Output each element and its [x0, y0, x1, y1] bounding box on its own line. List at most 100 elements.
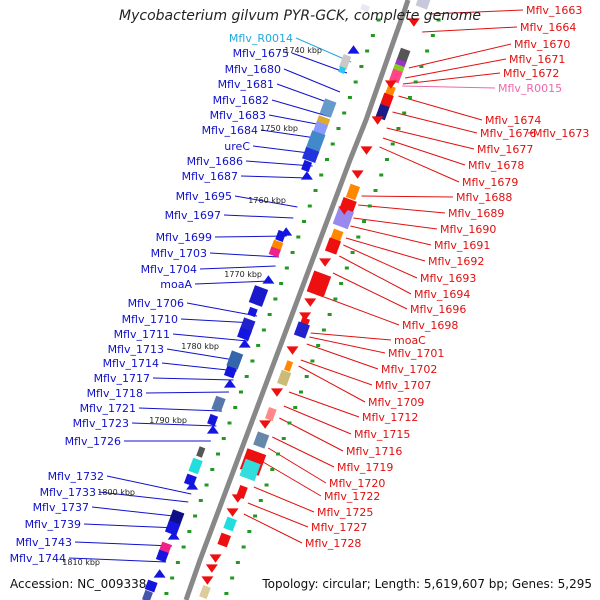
right-gene-label: Mflv_1709	[368, 396, 424, 409]
connector-right	[288, 391, 360, 418]
right-gene-label: Mflv_1716	[346, 445, 402, 458]
left-gene-label: Mflv_1687	[182, 170, 238, 183]
connector-left	[283, 68, 341, 93]
left-gene-label: Mflv_1704	[141, 263, 197, 276]
connector-right	[428, 9, 524, 15]
left-gene-label: Mflv_1699	[156, 231, 212, 244]
kbp-tick-label: 1760 kbp	[248, 196, 286, 205]
reverse-gene-arrow	[360, 146, 373, 155]
left-gene-label: Mflv_1706	[128, 297, 184, 310]
connector-left	[106, 475, 192, 495]
left-gene-label: Mflv_1744	[10, 552, 66, 565]
forward-gene	[196, 446, 206, 458]
right-gene-label: Mflv_1688	[456, 191, 512, 204]
forward-gene	[207, 413, 219, 427]
right-gene-label: Mflv_1696	[410, 303, 466, 316]
connector-left	[223, 214, 294, 219]
reverse-gene-arrow	[351, 170, 364, 179]
kbp-tick-label: 1780 kbp	[181, 342, 219, 351]
left-gene-label: Mflv_1682	[213, 94, 269, 107]
left-gene-label: Mflv_1710	[122, 313, 178, 326]
backbone-line	[183, 0, 411, 600]
forward-gene-arrow	[347, 45, 360, 54]
forward-gene	[223, 365, 237, 379]
left-gene-label: Mflv_1721	[80, 402, 136, 415]
reverse-gene	[375, 103, 390, 121]
accession-text: Accession: NC_009338	[10, 577, 147, 591]
left-gene-label: Mflv_1681	[218, 78, 274, 91]
connector-right	[361, 195, 454, 198]
reverse-gene-arrow	[226, 508, 239, 517]
connector-left	[138, 407, 222, 412]
right-gene-label: Mflv_1707	[375, 379, 431, 392]
reverse-gene	[415, 0, 433, 10]
reverse-gene-arrow	[338, 206, 351, 215]
connector-right	[283, 405, 352, 435]
connector-right	[323, 296, 400, 326]
connector-right	[398, 95, 483, 121]
connector-right	[298, 365, 366, 403]
connector-left	[98, 491, 189, 503]
forward-gene	[313, 121, 329, 135]
reverse-gene-arrow	[231, 494, 244, 503]
connector-left	[74, 541, 173, 547]
forward-gene	[360, 3, 370, 13]
connector-left	[180, 318, 255, 324]
connector-left	[234, 195, 298, 208]
left-gene-label: Mflv_1703	[151, 247, 207, 260]
connector-right	[253, 486, 315, 513]
left-gene-label: Mflv_1739	[25, 518, 81, 531]
connector-left	[152, 377, 234, 381]
reverse-gene-arrow	[371, 116, 384, 125]
forward-gene	[268, 246, 281, 258]
forward-gene	[338, 66, 346, 74]
left-gene-label: Mflv_1733	[40, 486, 96, 499]
reverse-gene-arrow	[259, 420, 272, 429]
reverse-gene-arrow	[384, 80, 397, 89]
connector-right	[408, 43, 512, 69]
connector-right	[358, 204, 446, 214]
right-gene-label: Mflv_1679	[462, 176, 518, 189]
right-gene-label: Mflv_1664	[520, 21, 576, 34]
right-gene-label: Mflv_1691	[434, 239, 490, 252]
gene-features	[141, 0, 433, 600]
right-gene-label: Mflv_1728	[305, 537, 361, 550]
reverse-gene-arrow	[270, 388, 283, 397]
left-gene-label: Mflv_1675	[233, 47, 289, 60]
connector-right	[272, 436, 335, 468]
connector-right	[405, 58, 507, 79]
connector-right	[310, 332, 392, 341]
connector-left	[209, 252, 279, 258]
left-gene-label: Mflv_1743	[16, 536, 72, 549]
scale-ticks	[164, 18, 441, 595]
reverse-gene-arrow	[304, 298, 317, 307]
reverse-gene	[306, 270, 332, 298]
connector-right	[247, 502, 309, 528]
left-gene-label: Mflv_1684	[202, 124, 258, 137]
reverse-gene	[345, 183, 361, 201]
connector-left	[83, 523, 179, 529]
reverse-gene	[264, 406, 277, 422]
gene-labels: Mflv_R0014 Mflv_1675 Mflv_1680 Mflv_1681 Mfl…	[10, 4, 590, 567]
connector-right	[422, 26, 518, 33]
kbp-tick-label: 1800 kbp	[97, 488, 135, 497]
reverse-gene	[199, 584, 211, 600]
connector-left	[240, 175, 309, 179]
connector-left	[199, 265, 276, 270]
right-gene-label: Mflv_1690	[440, 223, 496, 236]
connector-left	[214, 235, 287, 238]
connector-left	[166, 348, 241, 362]
forward-gene	[301, 159, 313, 173]
right-gene-label: Mflv_1702	[381, 363, 437, 376]
reverse-gene	[380, 92, 394, 108]
connector-right	[343, 244, 418, 279]
connector-right	[262, 461, 322, 497]
forward-gene-arrow	[300, 171, 313, 180]
connector-right	[402, 85, 496, 89]
connector-left	[291, 52, 348, 74]
left-gene-label: Mflv_1683	[210, 109, 266, 122]
connector-left	[245, 160, 313, 167]
forward-gene-arrow	[223, 379, 236, 388]
genome-summary-text: Topology: circular; Length: 5,619,607 bp…	[262, 577, 592, 591]
